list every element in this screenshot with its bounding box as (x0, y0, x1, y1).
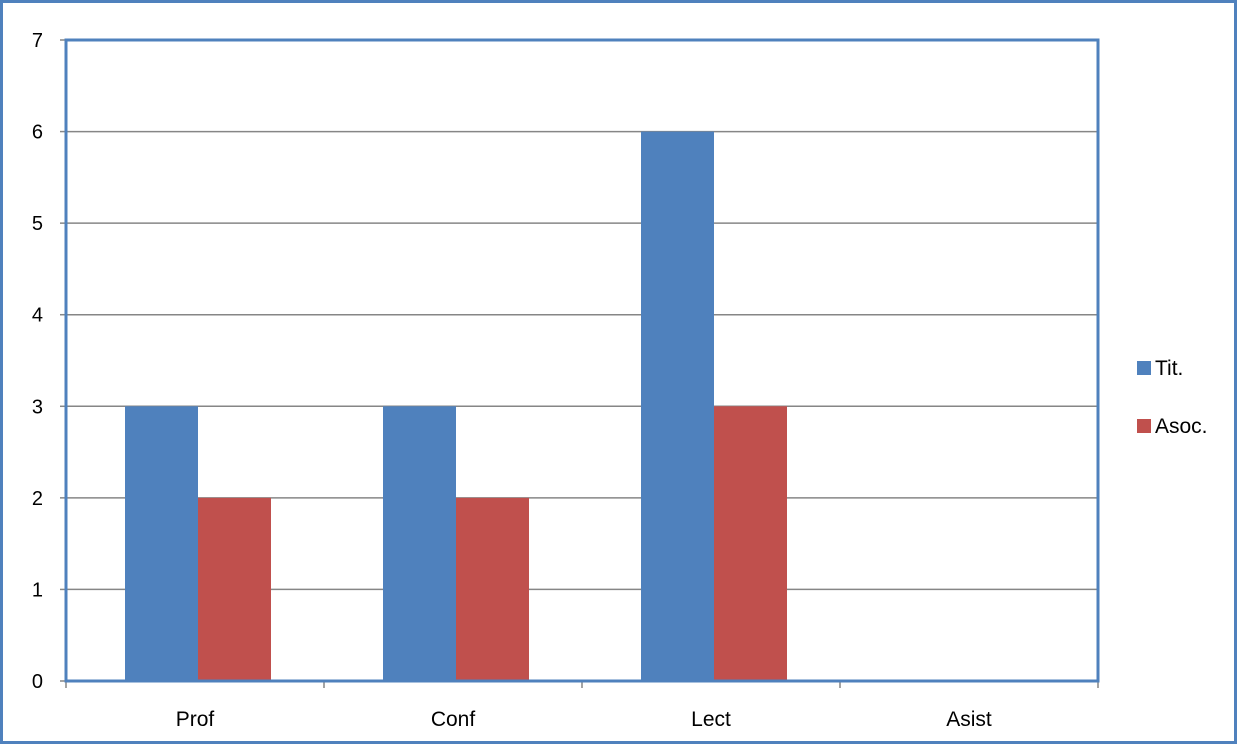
bar-lect-tit (641, 131, 714, 682)
category-label-asist: Asist (946, 708, 992, 731)
plot-area-border (64, 38, 1100, 683)
category-labels: Prof Conf Lect Asist (176, 708, 992, 731)
bar-conf-tit (383, 406, 456, 681)
category-label-conf: Conf (431, 708, 476, 731)
y-tick-label-2: 2 (32, 488, 43, 510)
bar-prof-tit (125, 406, 198, 681)
bar-conf-asoc (456, 497, 529, 681)
y-tick-label-0: 0 (32, 671, 43, 693)
bar-chart: 0 1 2 3 4 5 6 7 Prof Conf Lect Asist Tit. Asoc. (32, 30, 1208, 731)
bar-prof-asoc (198, 497, 271, 681)
category-label-lect: Lect (691, 708, 731, 731)
y-tick-label-4: 4 (32, 305, 43, 327)
y-tick-label-5: 5 (32, 213, 43, 235)
y-tick-label-3: 3 (32, 396, 43, 418)
legend-label-asoc: Asoc. (1155, 415, 1208, 438)
y-tick-label-6: 6 (32, 122, 43, 144)
y-tick-labels: 0 1 2 3 4 5 6 7 (32, 30, 43, 693)
legend-swatch-tit (1137, 361, 1151, 375)
category-label-prof: Prof (176, 708, 215, 731)
y-tick-label-7: 7 (32, 30, 43, 52)
legend-label-tit: Tit. (1155, 357, 1183, 380)
bars (125, 131, 787, 682)
y-tick-label-1: 1 (32, 579, 43, 601)
bar-lect-asoc (714, 406, 787, 681)
legend: Tit. Asoc. (1137, 357, 1208, 438)
legend-swatch-asoc (1137, 419, 1151, 433)
